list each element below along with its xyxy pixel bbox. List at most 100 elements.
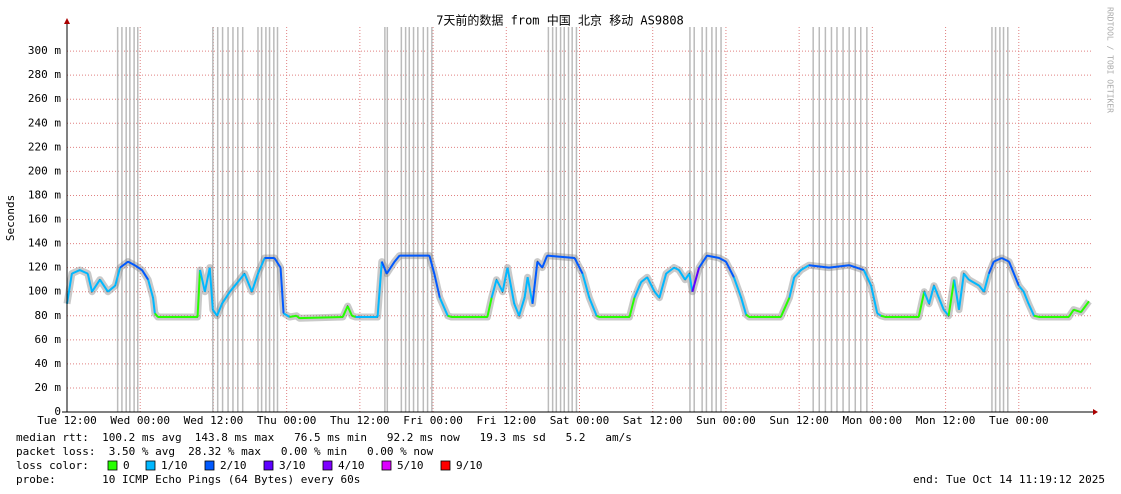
rtt-segment bbox=[688, 273, 694, 292]
rtt-segment bbox=[665, 266, 675, 275]
y-tick-label: 140 m bbox=[28, 237, 61, 250]
rtt-segment bbox=[208, 267, 214, 310]
packet-loss: packet loss: 3.50 % avg 28.32 % max 0.00… bbox=[16, 445, 434, 458]
rtt-segment bbox=[808, 264, 830, 269]
rtt-segment bbox=[793, 269, 802, 278]
rtt-segment bbox=[428, 255, 436, 274]
legend-swatch bbox=[322, 460, 333, 471]
x-tick-label: Tue 00:00 bbox=[989, 414, 1049, 427]
rtt-segment bbox=[698, 255, 708, 269]
rtt-segment bbox=[547, 254, 575, 259]
rtt-segment bbox=[495, 279, 504, 293]
rtt-segment bbox=[152, 297, 156, 314]
y-tick-label: 80 m bbox=[35, 309, 62, 322]
rtt-segment bbox=[513, 303, 521, 317]
legend-label: 4/10 bbox=[338, 459, 365, 472]
chart-title: 7天前的数据 from 中国 北京 移动 AS9808 bbox=[436, 13, 684, 28]
rtt-segment bbox=[86, 273, 93, 292]
rtt-segment bbox=[237, 273, 246, 283]
y-tick-label: 20 m bbox=[35, 381, 62, 394]
legend-label: 0 bbox=[123, 459, 130, 472]
legend-label: 5/10 bbox=[397, 459, 424, 472]
rtt-segment bbox=[119, 260, 129, 269]
rtt-segment bbox=[506, 267, 516, 304]
rtt-segment bbox=[628, 297, 636, 318]
x-tick-label: Sun 00:00 bbox=[696, 414, 756, 427]
legend-label: 3/10 bbox=[279, 459, 306, 472]
rtt-segment bbox=[725, 261, 735, 278]
rtt-segment bbox=[257, 257, 266, 275]
legend-swatch bbox=[204, 460, 215, 471]
rtt-segment bbox=[987, 261, 995, 275]
rtt-segment bbox=[876, 312, 882, 317]
rtt-segment bbox=[732, 276, 743, 299]
x-tick-label: Fri 12:00 bbox=[476, 414, 536, 427]
rtt-segment bbox=[289, 314, 297, 318]
y-tick-label: 40 m bbox=[35, 357, 62, 370]
legend-swatch bbox=[145, 460, 156, 471]
rtt-segment bbox=[706, 254, 720, 259]
x-arrow bbox=[1093, 409, 1098, 415]
rtt-segment bbox=[518, 297, 526, 317]
rtt-segment bbox=[385, 261, 396, 275]
rtt-segment bbox=[653, 291, 661, 299]
median-rtt: median rtt: 100.2 ms avg 143.8 ms max 76… bbox=[16, 431, 632, 444]
x-tick-label: Mon 12:00 bbox=[916, 414, 976, 427]
rtt-segment bbox=[958, 273, 965, 310]
rtt-segment bbox=[581, 273, 591, 298]
y-tick-label: 100 m bbox=[28, 285, 61, 298]
rtt-segment bbox=[71, 269, 81, 275]
rtt-segment bbox=[376, 261, 383, 318]
rtt-segment bbox=[1018, 285, 1025, 293]
rtt-segment bbox=[99, 279, 109, 293]
rtt-segment bbox=[596, 314, 600, 318]
legend-label: 9/10 bbox=[456, 459, 483, 472]
rtt-segment bbox=[1027, 303, 1035, 317]
rtt-segment bbox=[536, 260, 544, 269]
rtt-segment bbox=[393, 254, 401, 263]
rtt-segment bbox=[788, 277, 796, 298]
rtt-segment bbox=[740, 297, 748, 315]
watermark: RRDTOOL / TOBI OETIKER bbox=[1106, 7, 1115, 113]
rtt-segment bbox=[646, 276, 656, 293]
x-tick-label: Thu 12:00 bbox=[330, 414, 390, 427]
rtt-segment bbox=[937, 297, 945, 311]
y-axis-label: Seconds bbox=[4, 195, 17, 241]
rtt-segment bbox=[154, 312, 159, 318]
y-tick-label: 260 m bbox=[28, 92, 61, 105]
rtt-segment bbox=[588, 297, 598, 317]
probe: probe: 10 ICMP Echo Pings (64 Bytes) eve… bbox=[16, 473, 360, 486]
y-arrow bbox=[64, 18, 70, 24]
x-tick-label: Wed 12:00 bbox=[184, 414, 244, 427]
rtt-segment bbox=[691, 267, 701, 292]
rtt-segment bbox=[114, 267, 122, 286]
rtt-segment bbox=[658, 273, 668, 298]
rtt-segment bbox=[779, 297, 791, 318]
rtt-segment bbox=[1033, 314, 1040, 318]
x-tick-label: Thu 00:00 bbox=[257, 414, 317, 427]
rtt-segment bbox=[1073, 308, 1082, 314]
rtt-segment bbox=[501, 267, 509, 292]
rtt-segment bbox=[933, 285, 940, 299]
rtt-segment bbox=[523, 277, 529, 298]
rtt-segment bbox=[963, 273, 970, 281]
rtt-segment bbox=[993, 257, 1003, 263]
rtt-segment bbox=[243, 273, 253, 293]
rtt-segment bbox=[880, 314, 886, 318]
rtt-segment bbox=[216, 303, 223, 317]
rtt-segment bbox=[640, 276, 648, 283]
rtt-segment bbox=[283, 312, 291, 318]
rtt-segment bbox=[91, 279, 101, 293]
x-tick-label: Fri 00:00 bbox=[403, 414, 463, 427]
rtt-segment bbox=[633, 281, 643, 299]
rtt-segment bbox=[745, 313, 750, 318]
rtt-segment bbox=[828, 264, 850, 269]
rtt-segment bbox=[917, 291, 926, 318]
rtt-segment bbox=[212, 309, 218, 317]
rtt-segment bbox=[1067, 309, 1075, 318]
rtt-segment bbox=[295, 314, 301, 319]
x-tick-label: Sun 12:00 bbox=[769, 414, 829, 427]
rtt-segment bbox=[870, 285, 879, 314]
y-tick-label: 0 bbox=[54, 405, 61, 418]
